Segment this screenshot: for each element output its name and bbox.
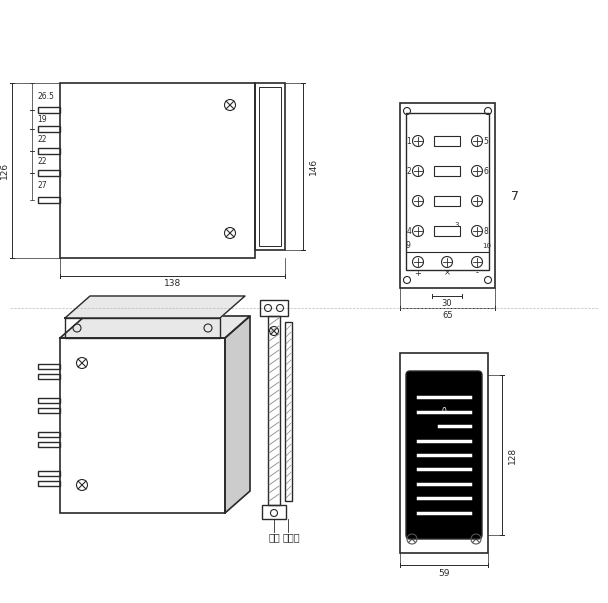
- Bar: [434, 226, 460, 236]
- Text: 8: 8: [483, 227, 488, 236]
- Bar: [434, 166, 460, 176]
- Text: -: -: [475, 268, 478, 277]
- Text: 10: 10: [483, 243, 491, 249]
- Bar: [38, 125, 60, 131]
- FancyBboxPatch shape: [406, 371, 482, 539]
- Bar: [38, 441, 60, 446]
- Polygon shape: [225, 316, 250, 513]
- Bar: [38, 432, 60, 437]
- Text: 59: 59: [438, 569, 450, 578]
- Text: 2: 2: [407, 166, 412, 175]
- Bar: [60, 338, 225, 513]
- Text: 0: 0: [441, 407, 446, 416]
- Bar: [65, 318, 220, 338]
- Bar: [262, 505, 286, 519]
- Text: 7: 7: [511, 189, 519, 203]
- Text: 22: 22: [37, 135, 46, 144]
- Bar: [38, 197, 60, 203]
- Text: ×: ×: [443, 268, 451, 277]
- Text: 安装墙: 安装墙: [282, 532, 300, 542]
- Text: 22: 22: [37, 157, 46, 166]
- Text: 3: 3: [455, 222, 459, 228]
- Text: 19: 19: [37, 115, 47, 124]
- Bar: [38, 470, 60, 476]
- Bar: [38, 148, 60, 154]
- Text: 26.5: 26.5: [37, 92, 54, 101]
- Polygon shape: [65, 296, 245, 318]
- Bar: [406, 113, 489, 270]
- Text: 27: 27: [37, 182, 47, 191]
- Bar: [260, 300, 288, 316]
- Bar: [38, 373, 60, 379]
- Text: 压板: 压板: [268, 532, 280, 542]
- Bar: [434, 136, 460, 146]
- Text: 146: 146: [308, 158, 317, 175]
- Text: 128: 128: [508, 446, 517, 464]
- Text: +: +: [415, 268, 421, 277]
- Text: 1: 1: [407, 136, 412, 145]
- Text: 4: 4: [407, 227, 412, 236]
- Bar: [255, 83, 285, 250]
- Bar: [38, 481, 60, 485]
- Bar: [259, 87, 281, 246]
- Bar: [400, 103, 495, 288]
- Bar: [38, 397, 60, 402]
- Text: 6: 6: [483, 166, 488, 175]
- Bar: [268, 316, 280, 505]
- Bar: [400, 353, 488, 553]
- Text: 126: 126: [0, 162, 9, 179]
- Text: 5: 5: [483, 136, 488, 145]
- Bar: [285, 322, 292, 501]
- Text: 138: 138: [164, 280, 181, 288]
- Bar: [38, 107, 60, 113]
- Text: 30: 30: [441, 300, 452, 309]
- Polygon shape: [60, 316, 250, 338]
- Text: 9: 9: [406, 241, 410, 250]
- Bar: [434, 196, 460, 206]
- Bar: [38, 364, 60, 368]
- Bar: [38, 408, 60, 412]
- Bar: [38, 169, 60, 175]
- Bar: [60, 83, 255, 258]
- Text: 65: 65: [442, 311, 453, 320]
